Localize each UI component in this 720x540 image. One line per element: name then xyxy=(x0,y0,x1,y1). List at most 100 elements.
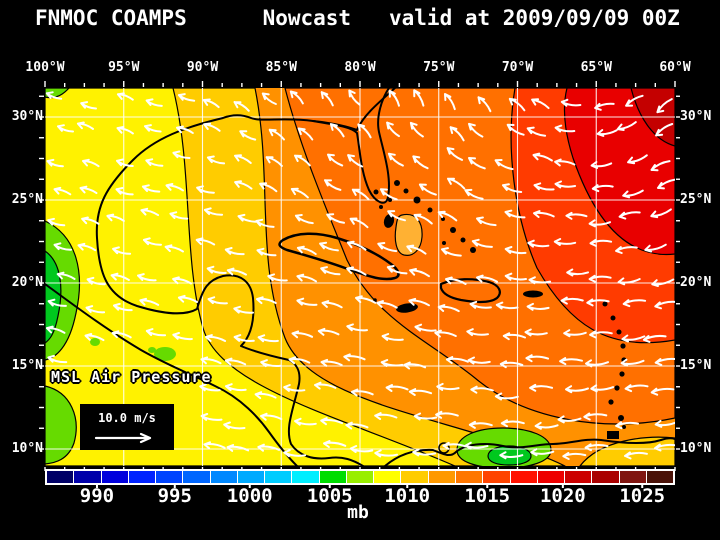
wind-arrow xyxy=(259,182,278,193)
wind-arrow xyxy=(476,216,497,227)
wind-arrow xyxy=(116,126,134,135)
wind-arrow xyxy=(387,210,406,222)
wind-arrow xyxy=(164,244,184,253)
wind-arrow xyxy=(650,208,672,219)
wind-arrow xyxy=(115,187,134,196)
wind-scale-legend: 10.0 m/s xyxy=(80,404,174,450)
wind-arrow xyxy=(283,384,306,392)
wind-arrow xyxy=(176,125,194,134)
wind-arrow xyxy=(528,276,552,285)
wind-arrow xyxy=(46,158,64,168)
wind-arrow xyxy=(524,328,548,337)
wind-arrow xyxy=(200,413,223,421)
wind-arrow xyxy=(386,265,408,275)
wind-arrow xyxy=(224,247,245,256)
lat-label-right: 15°N xyxy=(680,358,712,373)
wind-arrow xyxy=(257,443,280,452)
wind-arrow xyxy=(627,154,648,165)
wind-arrow xyxy=(267,273,288,282)
wind-arrow xyxy=(642,334,667,343)
wind-arrow xyxy=(583,412,608,421)
wind-arrow xyxy=(499,451,524,460)
wind-arrow xyxy=(442,441,467,450)
wind-arrow xyxy=(446,147,464,161)
wind-arrow xyxy=(288,356,311,365)
wind-arrow xyxy=(84,333,105,342)
wind-arrow xyxy=(408,297,430,307)
wind-arrow xyxy=(471,238,493,248)
wind-arrow xyxy=(110,272,130,281)
wind-arrow xyxy=(588,219,611,228)
colorbar-cell xyxy=(455,471,483,483)
page-title: FNMOC COAMPS Nowcast valid at 2009/09/09… xyxy=(35,6,680,30)
wind-arrow xyxy=(618,211,641,220)
wind-arrow xyxy=(650,160,671,172)
wind-arrow xyxy=(320,266,341,276)
colorbar-tick-label: 1015 xyxy=(464,485,511,507)
wind-arrow xyxy=(79,185,98,195)
wind-arrow xyxy=(502,332,526,341)
wind-arrow xyxy=(413,89,425,107)
wind-arrow xyxy=(329,123,345,138)
wind-arrow xyxy=(385,384,409,392)
wind-arrow xyxy=(321,300,343,309)
pressure-map: MSL Air Pressure 10.0 m/s xyxy=(45,88,675,466)
wind-arrow xyxy=(294,417,317,426)
wind-arrow xyxy=(145,158,164,167)
colorbar-cell xyxy=(237,471,265,483)
wind-arrow xyxy=(508,97,526,112)
wind-arrow xyxy=(195,237,216,246)
lon-label: 85°W xyxy=(265,60,297,75)
wind-arrow xyxy=(374,449,398,458)
wind-arrow xyxy=(468,122,484,138)
lat-label-left: 10°N xyxy=(11,441,43,456)
wind-arrow xyxy=(139,297,160,306)
wind-arrow xyxy=(449,126,465,142)
wind-arrow xyxy=(45,91,63,100)
wind-arrow xyxy=(624,384,649,393)
wind-arrow xyxy=(77,242,97,252)
lat-label-right: 20°N xyxy=(680,275,712,290)
wind-arrow xyxy=(223,421,246,430)
wind-arrow xyxy=(199,383,221,392)
wind-arrow xyxy=(622,189,644,199)
wind-arrow xyxy=(140,207,160,217)
wind-arrow xyxy=(530,448,555,457)
lon-label: 70°W xyxy=(501,60,534,75)
wind-arrow xyxy=(437,210,458,222)
wind-arrow xyxy=(86,276,106,286)
wind-arrow xyxy=(620,358,645,367)
wind-arrow xyxy=(447,177,466,190)
lon-label: 100°W xyxy=(25,60,65,75)
wind-arrow xyxy=(468,157,486,170)
wind-arrow xyxy=(534,421,559,430)
wind-arrow xyxy=(616,121,637,131)
wind-arrow xyxy=(255,218,275,228)
wind-arrow xyxy=(615,246,638,254)
wind-arrow xyxy=(533,182,555,191)
wind-arrow xyxy=(294,154,311,167)
wind-arrow xyxy=(346,266,367,276)
wind-arrow xyxy=(256,296,277,305)
wind-arrow xyxy=(403,361,427,370)
wind-arrow xyxy=(112,246,132,255)
wind-arrow xyxy=(319,241,339,252)
wind-arrow xyxy=(294,214,314,225)
colorbar-cell xyxy=(101,471,128,483)
wind-arrow xyxy=(476,274,498,283)
wind-arrow xyxy=(106,213,125,222)
colorbar-cell xyxy=(183,471,210,483)
wind-arrow xyxy=(494,159,514,171)
wind-arrow xyxy=(554,180,577,189)
wind-arrow xyxy=(324,179,342,191)
wind-arrow xyxy=(202,98,220,109)
wind-arrow xyxy=(589,330,613,339)
colorbar-cell xyxy=(646,471,674,483)
wind-arrow xyxy=(654,357,675,366)
wind-arrow xyxy=(268,128,285,141)
wind-arrow xyxy=(563,329,587,338)
colorbar-tick-label: 1005 xyxy=(306,485,353,507)
lon-label: 65°W xyxy=(580,60,612,75)
colorbar-tick-label: 990 xyxy=(79,485,115,507)
